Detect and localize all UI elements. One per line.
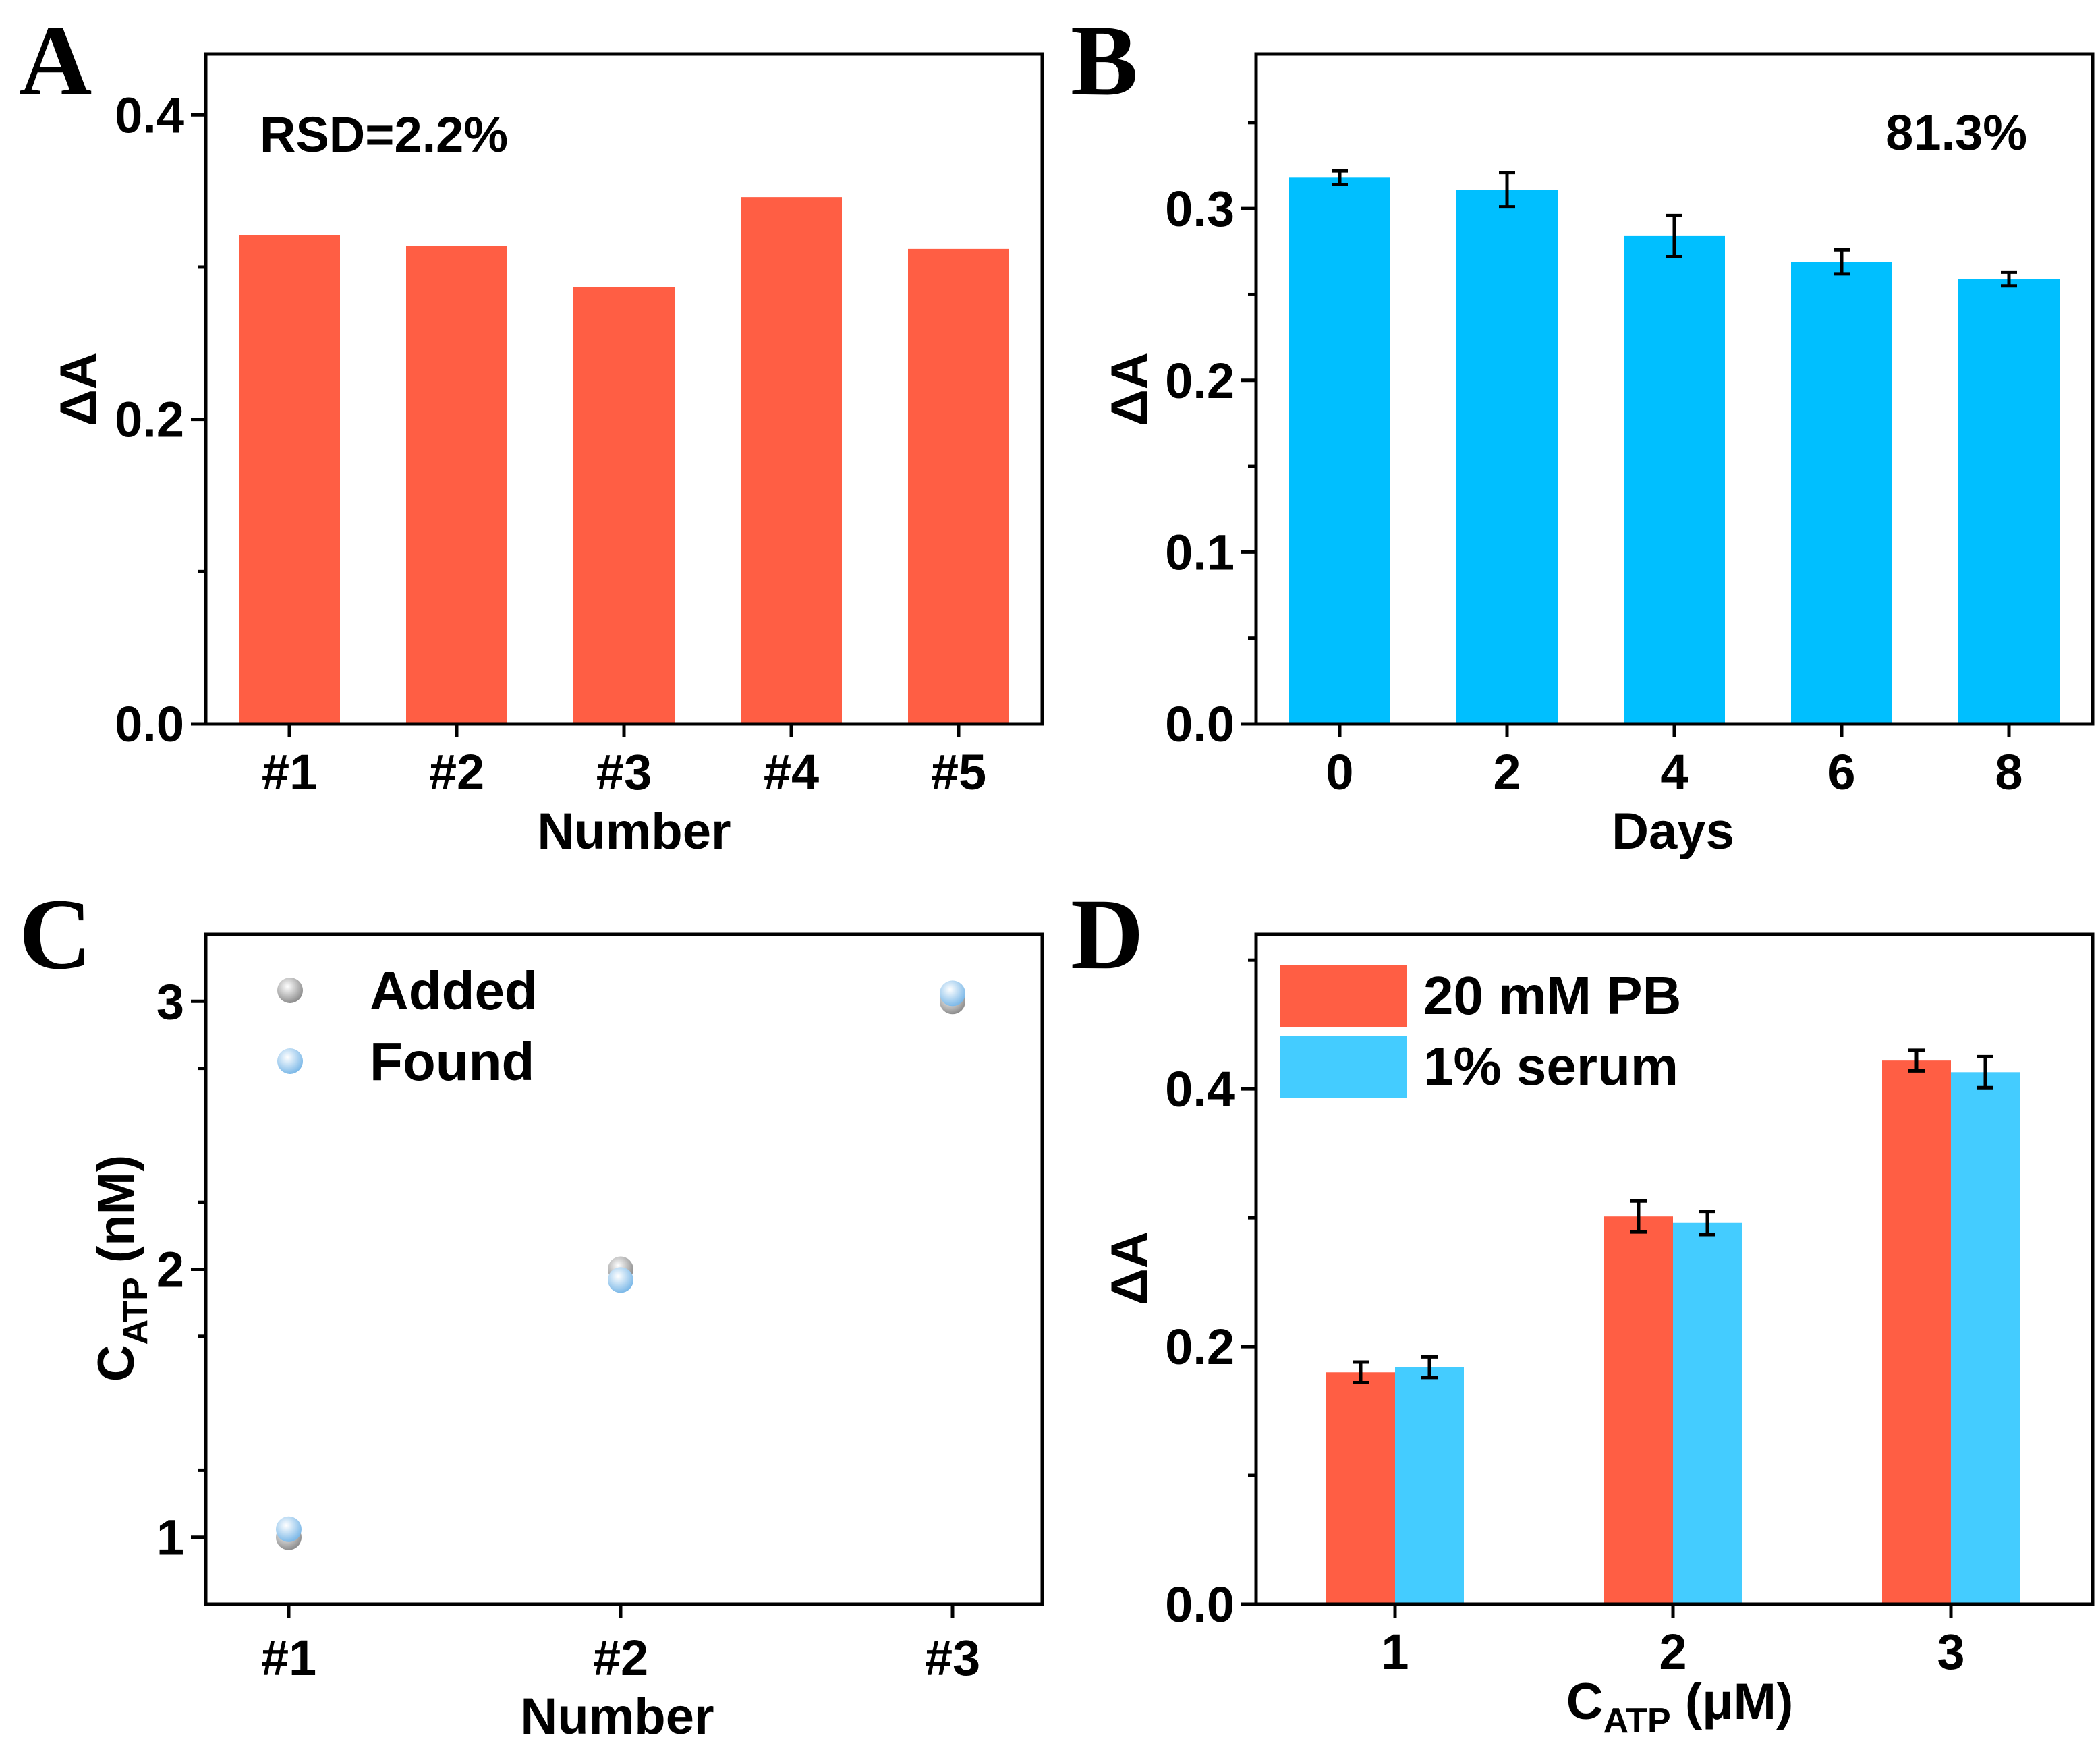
panel-a-bar <box>573 287 675 724</box>
panel-a: A 0.0 0.2 0.4 #1 #2 #3 #4 #5 RSD=2.2% Number Δ… <box>19 5 1044 860</box>
panel-b-error-bars <box>1332 169 2017 288</box>
panel-a-bars <box>239 197 1009 725</box>
panel-c-point-found <box>276 1516 302 1542</box>
panel-b-y-tick-label: 0.2 <box>1165 353 1235 409</box>
panel-b-x-title: Days <box>1612 803 1734 860</box>
panel-b-bar <box>1624 235 1725 724</box>
panel-a-x-tick-label: #5 <box>931 744 986 800</box>
panel-b-bar <box>1289 177 1390 724</box>
panel-c-x-tick-label: #3 <box>925 1630 980 1686</box>
panel-d-y-tick-label: 0.0 <box>1165 1577 1235 1633</box>
panel-a-y-axis: 0.0 0.2 0.4 <box>115 87 206 752</box>
panel-a-label: A <box>19 5 92 117</box>
panel-b-annotation: 81.3% <box>1885 105 2027 161</box>
panel-d-bar-series-1 <box>1326 1372 1395 1604</box>
panel-b-y-tick-label: 0.0 <box>1165 696 1235 752</box>
panel-b-bar <box>1958 279 2060 724</box>
panel-c-point-found <box>608 1267 633 1293</box>
panel-c-legend: Added Found <box>277 961 538 1092</box>
panel-d-label: D <box>1071 878 1143 990</box>
panel-c-x-tick-label: #2 <box>593 1630 648 1686</box>
panel-d-x-title-unit: (μM) <box>1671 1673 1794 1730</box>
panel-a-x-tick-label: #1 <box>262 744 317 800</box>
panel-c-legend-marker <box>277 1048 303 1074</box>
panel-c-y-title-sub: ATP <box>116 1277 155 1345</box>
panel-b-x-tick-label: 8 <box>1995 744 2022 800</box>
panel-a-bar <box>406 246 507 724</box>
panel-d-bar-series-1 <box>1604 1216 1673 1604</box>
panel-b-y-axis: 0.0 0.1 0.2 0.3 <box>1165 121 1256 752</box>
panel-c-legend-label: Found <box>370 1031 534 1092</box>
panel-b-bar <box>1791 262 1892 725</box>
panel-c-x-title: Number <box>520 1688 714 1745</box>
panel-b: B 0.0 0.1 0.2 0.3 0 2 4 6 8 81.3% Days ΔA <box>1071 5 2095 860</box>
panel-c-y-title: CATP (nM) <box>88 1155 155 1382</box>
panel-a-bar <box>239 235 340 724</box>
panel-d-legend-swatch <box>1280 1036 1407 1098</box>
panel-b-bar <box>1456 190 1558 725</box>
panel-b-x-tick-label: 4 <box>1660 744 1688 800</box>
panel-d-bar-series-2 <box>1395 1367 1464 1604</box>
panel-c-y-title-main: C <box>88 1345 145 1382</box>
panel-a-y-tick-label: 0.0 <box>115 696 184 752</box>
panel-d-error-bars <box>1353 1048 1993 1385</box>
panel-c-point-found <box>940 980 965 1007</box>
panel-c-legend-marker <box>277 978 303 1003</box>
panel-d-x-axis: 1 2 3 <box>1381 1604 1965 1680</box>
panel-b-x-tick-label: 0 <box>1326 744 1353 800</box>
panel-a-y-title: ΔA <box>50 352 107 426</box>
panel-a-y-tick-label: 0.2 <box>115 392 184 448</box>
panel-d-bars <box>1326 1060 2020 1604</box>
panel-c-x-axis: #1 #2 #3 <box>261 1604 980 1686</box>
panel-c-legend-label: Added <box>370 961 538 1021</box>
panel-b-y-title: ΔA <box>1101 352 1158 426</box>
panel-b-y-tick-label: 0.1 <box>1165 524 1235 580</box>
panel-a-annotation: RSD=2.2% <box>260 107 508 163</box>
panel-b-x-tick-label: 2 <box>1493 744 1521 800</box>
panel-d: D 0.0 0.2 0.4 1 2 3 20 mM PB 1% serum CATP (μ… <box>1071 878 2095 1741</box>
panel-a-x-axis: #1 #2 #3 #4 #5 <box>262 724 986 800</box>
panel-d-x-title-main: C <box>1566 1673 1604 1730</box>
panel-d-legend-label: 20 mM PB <box>1423 965 1681 1025</box>
panel-a-y-tick-label: 0.4 <box>115 87 184 143</box>
panel-b-bars <box>1289 177 2060 725</box>
panel-d-bar-series-2 <box>1951 1072 2020 1604</box>
panel-a-x-title: Number <box>537 803 731 860</box>
panel-c-y-tick-label: 3 <box>157 973 184 1029</box>
panel-d-y-axis: 0.0 0.2 0.4 <box>1165 958 1256 1633</box>
panel-d-y-title: ΔA <box>1101 1231 1158 1305</box>
panel-b-x-tick-label: 6 <box>1827 744 1855 800</box>
panel-c-x-tick-label: #1 <box>261 1630 316 1686</box>
panel-d-x-tick-label: 1 <box>1381 1624 1409 1680</box>
panel-d-x-title-sub: ATP <box>1604 1701 1671 1741</box>
panel-c-y-title-unit: (nM) <box>88 1155 145 1277</box>
panel-d-x-tick-label: 2 <box>1659 1624 1686 1680</box>
panel-d-x-title: CATP (μM) <box>1566 1673 1794 1741</box>
panel-d-x-tick-label: 3 <box>1937 1624 1964 1680</box>
panel-d-y-tick-label: 0.2 <box>1165 1319 1235 1375</box>
panel-a-x-tick-label: #2 <box>429 744 484 800</box>
panel-a-bar <box>908 248 1009 724</box>
panel-c-points <box>276 980 965 1550</box>
panel-d-bar-series-1 <box>1882 1060 1951 1604</box>
panel-a-x-tick-label: #3 <box>596 744 652 800</box>
panel-d-bar-series-2 <box>1673 1222 1742 1604</box>
panel-b-x-axis: 0 2 4 6 8 <box>1326 724 2023 800</box>
panel-d-legend-label: 1% serum <box>1423 1036 1678 1096</box>
panel-b-y-tick-label: 0.3 <box>1165 181 1235 237</box>
panel-a-x-tick-label: #4 <box>764 744 819 800</box>
panel-d-legend: 20 mM PB 1% serum <box>1280 965 1681 1098</box>
panel-a-bar <box>741 197 842 725</box>
panel-b-label: B <box>1071 5 1138 117</box>
panel-d-y-tick-label: 0.4 <box>1165 1061 1235 1117</box>
panel-c-y-tick-label: 2 <box>157 1242 184 1298</box>
panel-c-y-tick-label: 1 <box>157 1510 184 1566</box>
panel-c-y-axis: 1 2 3 <box>157 973 206 1566</box>
panel-c-label: C <box>19 878 92 990</box>
panel-d-legend-swatch <box>1280 965 1407 1027</box>
